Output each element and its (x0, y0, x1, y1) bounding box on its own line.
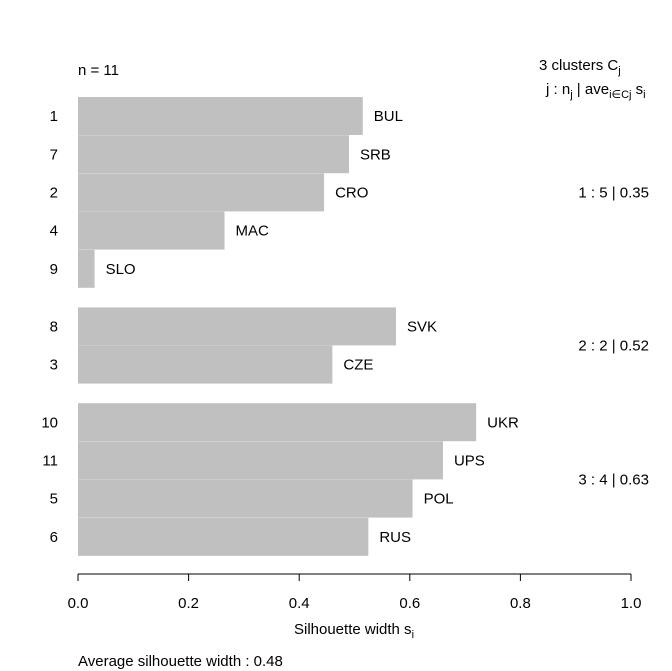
bar-name-label: POL (424, 491, 454, 508)
columns-header-s-sub: i (643, 89, 645, 101)
bar-name-label: SRB (360, 146, 391, 163)
silhouette-bar (78, 441, 443, 480)
bar-name-label: CRO (335, 185, 368, 202)
silhouette-bar (78, 307, 396, 346)
silhouette-bar (78, 135, 349, 174)
columns-header-ave: | ave (573, 81, 609, 98)
silhouette-bar (78, 249, 95, 288)
bar-name-label: UKR (487, 414, 519, 431)
x-tick-label: 0.2 (178, 595, 199, 612)
average-width-footer: Average silhouette width : 0.48 (78, 653, 283, 670)
silhouette-bar (78, 211, 225, 250)
row-index-label: 4 (50, 223, 58, 240)
clusters-header-text: 3 clusters C (539, 57, 618, 74)
columns-header: j : nj | avei∈Cj si (545, 81, 646, 101)
cluster-summary-label: 3 : 4 | 0.63 (578, 472, 649, 489)
silhouette-bar (78, 517, 369, 556)
n-label: n = 11 (78, 62, 119, 79)
x-axis: 0.0 0.2 0.4 0.6 0.8 1.0 (68, 573, 642, 612)
row-index-label: 5 (50, 491, 58, 508)
row-index-label: 11 (42, 453, 58, 470)
columns-header-j-sub: j (569, 89, 572, 101)
silhouette-bar (78, 173, 325, 212)
row-index-label: 8 (50, 319, 58, 336)
bar-name-label: SLO (106, 261, 136, 278)
bar-name-label: CZE (343, 357, 373, 374)
x-axis-label: Silhouette width si (294, 621, 414, 641)
bar-name-label: RUS (379, 529, 411, 546)
cluster-summary-label: 2 : 2 | 0.52 (578, 338, 649, 355)
clusters-header-sub: j (617, 65, 620, 77)
row-index-label: 7 (50, 146, 58, 163)
bars-layer: 1 BUL 7 SRB 2 CRO 4 MAC 9 SLO 1 : 5 | 0.35 8 SVK 3 CZE… (41, 97, 649, 556)
columns-header-s: s (631, 81, 643, 98)
x-tick-label: 0.6 (399, 595, 420, 612)
bar-name-label: SVK (407, 319, 437, 336)
bar-name-label: MAC (236, 223, 269, 240)
x-tick-label: 0.8 (510, 595, 531, 612)
bar-name-label: UPS (454, 453, 485, 470)
x-axis-label-sub: i (412, 629, 414, 641)
columns-header-ave-sub: i∈Cj (609, 89, 631, 101)
row-index-label: 1 (50, 108, 58, 125)
row-index-label: 2 (50, 185, 58, 202)
x-tick-label: 0.0 (68, 595, 89, 612)
x-tick-label: 0.4 (289, 595, 310, 612)
row-index-label: 3 (50, 357, 58, 374)
x-axis-label-text: Silhouette width s (294, 621, 412, 638)
clusters-header: 3 clusters Cj (539, 57, 621, 77)
row-index-label: 9 (50, 261, 58, 278)
row-index-label: 6 (50, 529, 58, 546)
row-index-label: 10 (41, 414, 58, 431)
bar-name-label: BUL (374, 108, 403, 125)
cluster-summary-label: 1 : 5 | 0.35 (578, 185, 649, 202)
silhouette-bar (78, 97, 363, 135)
silhouette-bar (78, 403, 477, 442)
silhouette-bar (78, 345, 333, 384)
columns-header-j: j : n (545, 81, 570, 98)
x-tick-label: 1.0 (621, 595, 642, 612)
silhouette-bar (78, 479, 413, 518)
